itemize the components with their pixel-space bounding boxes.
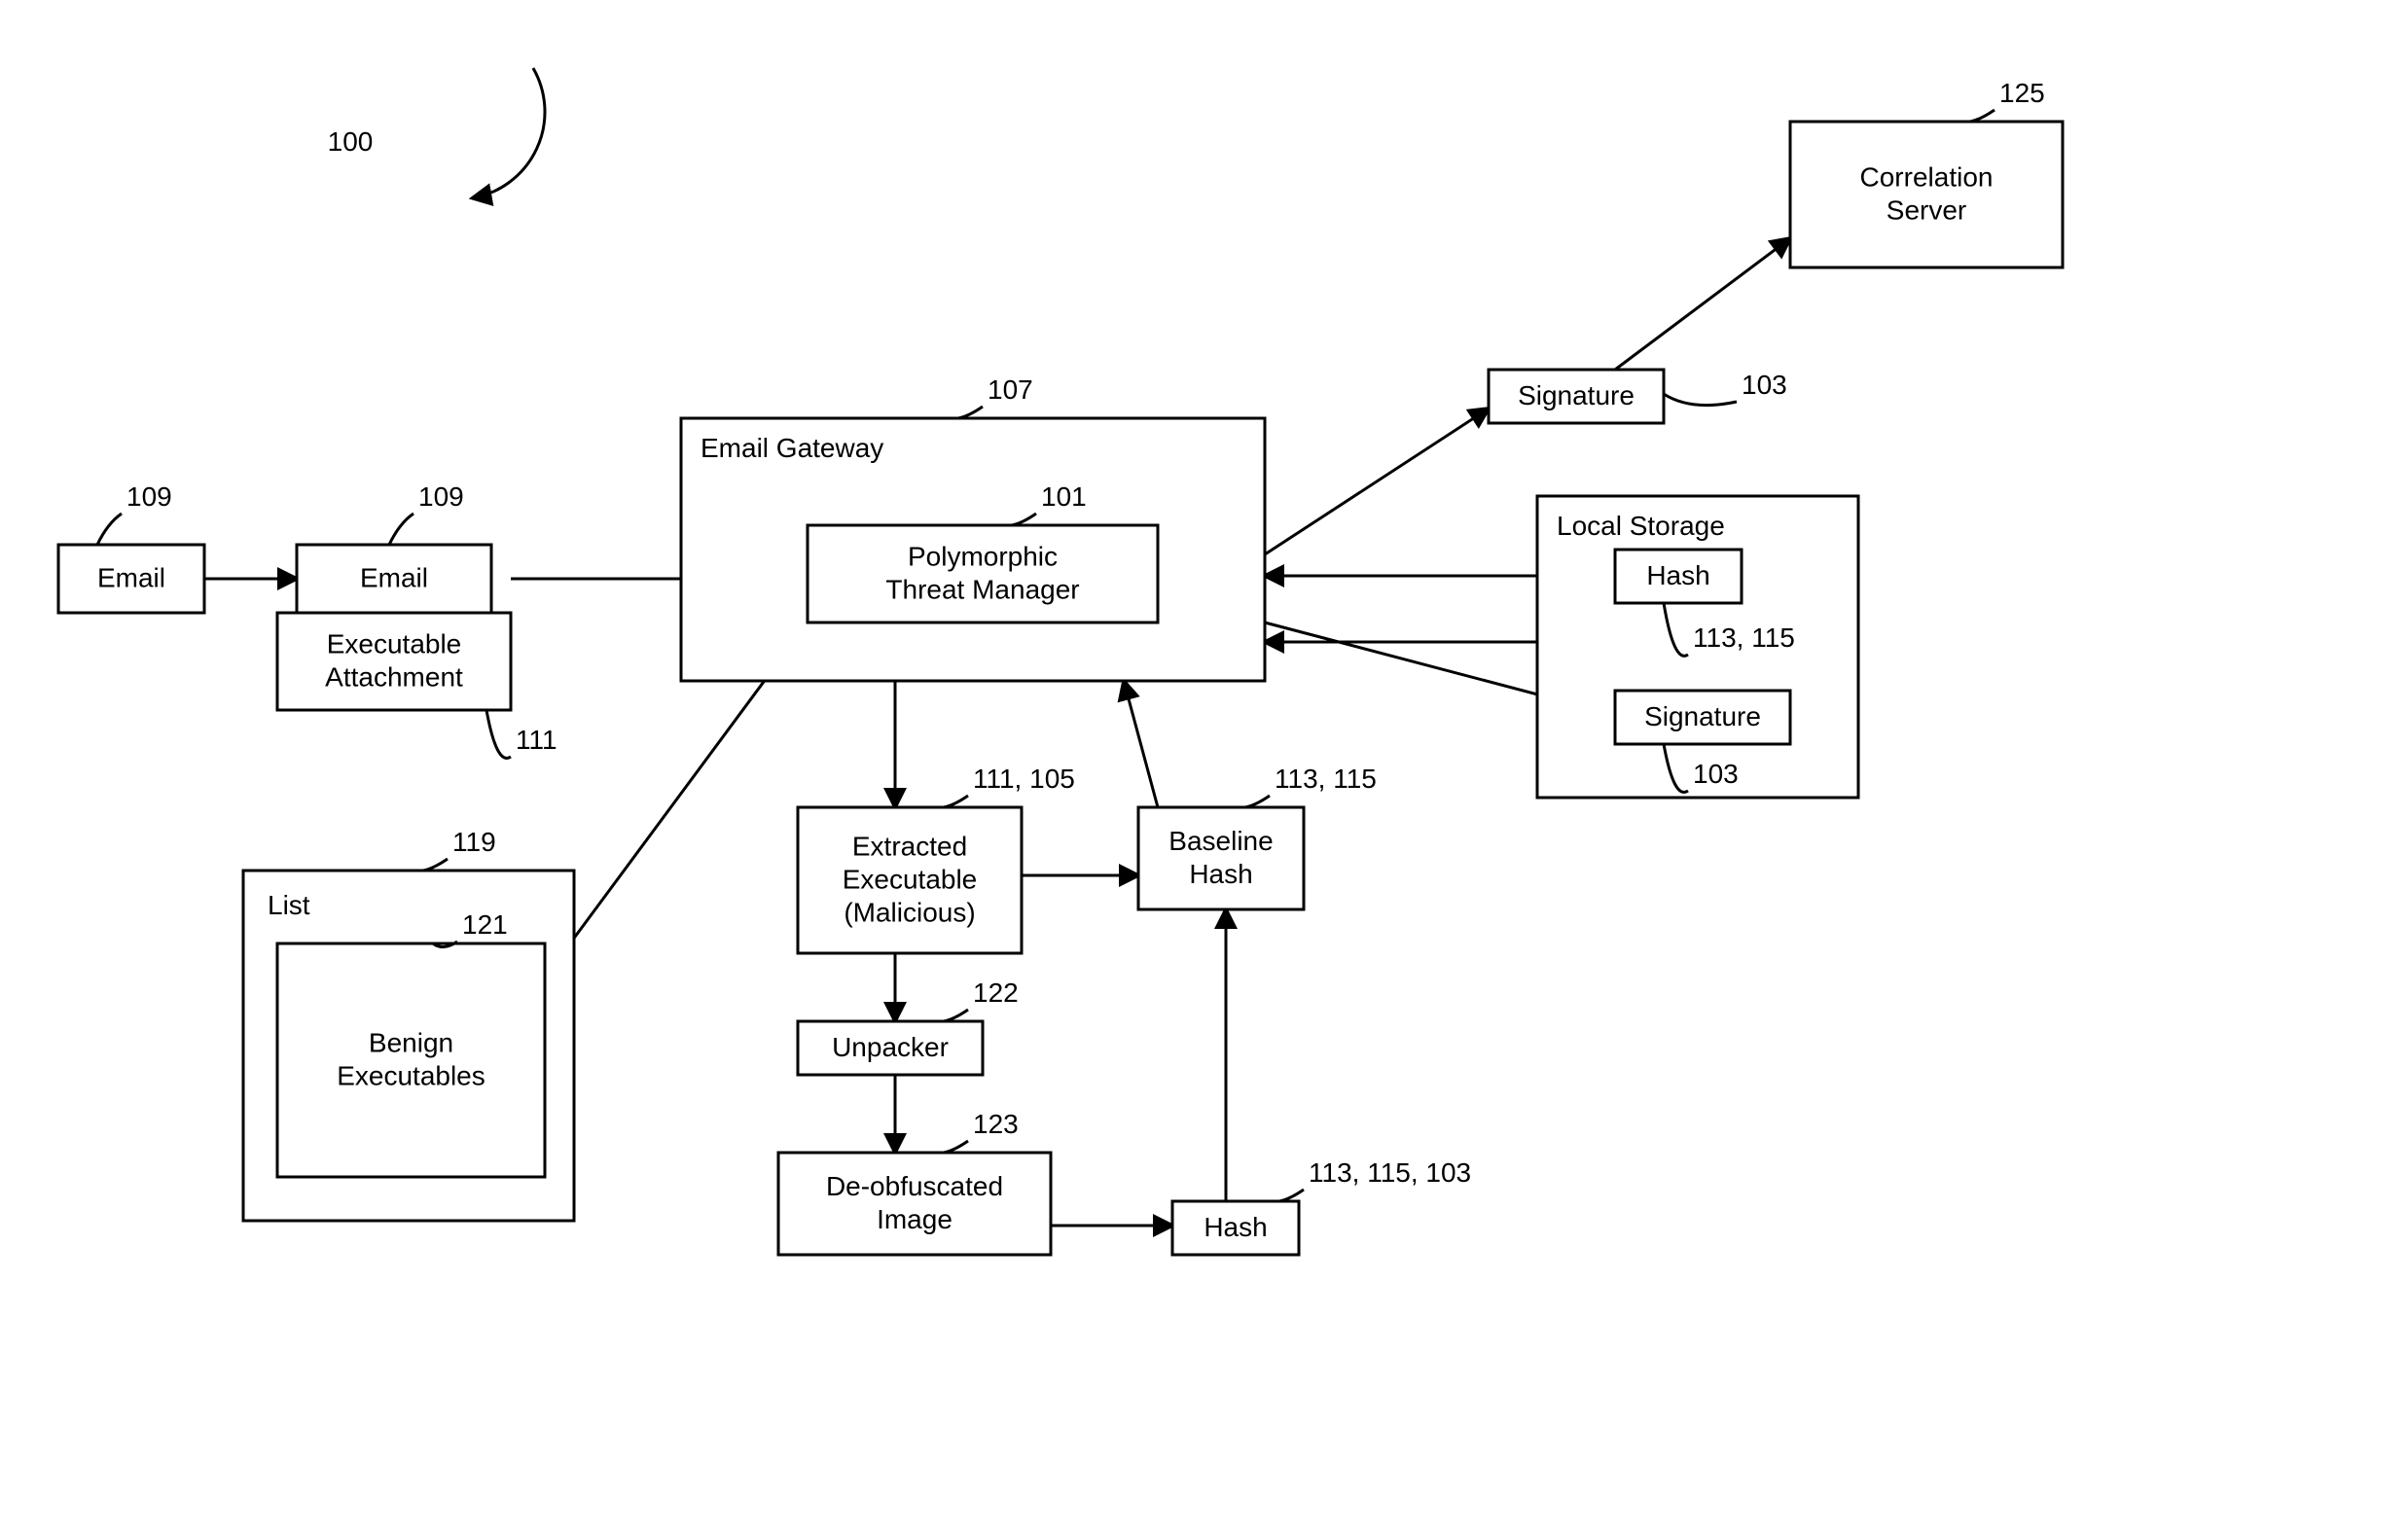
ref-number: 101: [1041, 481, 1087, 512]
diagram-canvas: Email Gateway Local Storage List Email Email…: [0, 0, 2408, 1530]
ref-number: 122: [973, 978, 1019, 1008]
node-title-localstorage: Local Storage: [1557, 511, 1725, 541]
node-signature1: Signature: [1489, 370, 1664, 423]
ref-number: 113, 115: [1275, 764, 1377, 794]
node-deobf: De-obfuscatedImage: [778, 1153, 1051, 1255]
node-hash_ls: Hash: [1615, 550, 1742, 603]
node-title-list: List: [268, 890, 310, 920]
ref-leader: [97, 514, 122, 545]
ref-leader: [1664, 394, 1737, 406]
node-label-email1: Email: [97, 563, 165, 593]
node-label-signature_ls: Signature: [1644, 701, 1761, 731]
ref-number: 111: [516, 725, 557, 755]
node-label-hash2: Hash: [1204, 1212, 1267, 1242]
edge-ptm-signature1: [1265, 409, 1489, 554]
ref-number: 103: [1693, 759, 1739, 789]
ref-number: 119: [452, 827, 496, 857]
ref-leader: [958, 407, 983, 418]
edge-signature1-corr: [1615, 238, 1790, 370]
node-signature_ls: Signature: [1615, 691, 1790, 744]
figure-ref-arc: [473, 68, 545, 198]
ref-number: 109: [418, 481, 464, 512]
ref-number: 125: [1999, 78, 2045, 108]
ref-leader: [423, 859, 448, 871]
ref-leader: [1970, 110, 1995, 122]
node-label-hash_ls: Hash: [1646, 560, 1709, 590]
ref-number: 121: [462, 909, 508, 940]
node-label-unpacker: Unpacker: [832, 1032, 949, 1062]
edge-baseline-ptm: [1124, 681, 1158, 807]
ref-number: 109: [126, 481, 172, 512]
node-benign: BenignExecutables: [277, 943, 545, 1177]
figure-ref: 100: [328, 126, 374, 157]
ref-number: 107: [988, 374, 1033, 405]
ref-number: 111, 105: [973, 764, 1075, 794]
node-label-extracted: ExtractedExecutable(Malicious): [843, 832, 978, 928]
node-email1: Email: [58, 545, 204, 613]
ref-leader: [1279, 1190, 1304, 1201]
ref-leader: [944, 796, 968, 807]
node-label-email2: Email: [360, 563, 428, 593]
node-unpacker: Unpacker: [798, 1021, 983, 1075]
node-title-gateway: Email Gateway: [701, 433, 883, 463]
node-extracted: ExtractedExecutable(Malicious): [798, 807, 1022, 953]
node-ptm: PolymorphicThreat Manager: [808, 525, 1158, 623]
ref-number: 123: [973, 1109, 1019, 1139]
node-exec_att: ExecutableAttachment: [277, 613, 511, 710]
ref-leader: [944, 1141, 968, 1153]
node-baseline: BaselineHash: [1138, 807, 1304, 909]
ref-leader: [389, 514, 413, 545]
ref-number: 103: [1742, 370, 1787, 400]
node-hash2: Hash: [1172, 1201, 1299, 1255]
ref-leader: [1245, 796, 1270, 807]
node-corr: CorrelationServer: [1790, 122, 2063, 267]
node-label-signature1: Signature: [1518, 380, 1635, 410]
ref-number: 113, 115: [1693, 623, 1795, 653]
ref-leader: [944, 1010, 968, 1021]
node-email2: Email: [297, 545, 491, 613]
ref-number: 113, 115, 103: [1309, 1157, 1471, 1188]
ref-leader: [486, 710, 511, 758]
